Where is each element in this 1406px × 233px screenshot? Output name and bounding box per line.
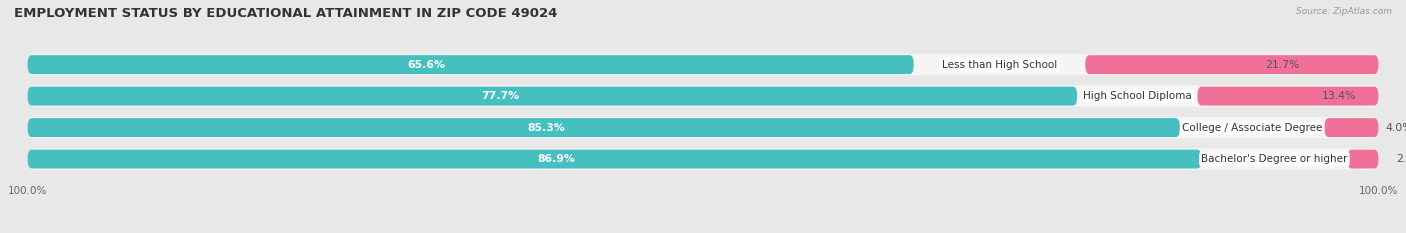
FancyBboxPatch shape bbox=[28, 148, 1378, 170]
Text: College / Associate Degree: College / Associate Degree bbox=[1182, 123, 1322, 133]
Text: Source: ZipAtlas.com: Source: ZipAtlas.com bbox=[1296, 7, 1392, 16]
Text: Less than High School: Less than High School bbox=[942, 60, 1057, 70]
Text: 77.7%: 77.7% bbox=[481, 91, 519, 101]
Text: EMPLOYMENT STATUS BY EDUCATIONAL ATTAINMENT IN ZIP CODE 49024: EMPLOYMENT STATUS BY EDUCATIONAL ATTAINM… bbox=[14, 7, 557, 20]
Text: 86.9%: 86.9% bbox=[537, 154, 575, 164]
Text: Bachelor's Degree or higher: Bachelor's Degree or higher bbox=[1201, 154, 1347, 164]
FancyBboxPatch shape bbox=[1324, 118, 1378, 137]
FancyBboxPatch shape bbox=[28, 85, 1378, 107]
FancyBboxPatch shape bbox=[28, 55, 914, 74]
FancyBboxPatch shape bbox=[1347, 150, 1378, 168]
Text: 2.3%: 2.3% bbox=[1396, 154, 1406, 164]
FancyBboxPatch shape bbox=[1198, 87, 1378, 106]
Text: 13.4%: 13.4% bbox=[1322, 91, 1355, 101]
FancyBboxPatch shape bbox=[28, 87, 1077, 106]
Text: 65.6%: 65.6% bbox=[408, 60, 446, 70]
Legend: In Labor Force, Unemployed: In Labor Force, Unemployed bbox=[607, 230, 799, 233]
Text: 4.0%: 4.0% bbox=[1385, 123, 1406, 133]
FancyBboxPatch shape bbox=[28, 54, 1378, 75]
FancyBboxPatch shape bbox=[28, 150, 1202, 168]
FancyBboxPatch shape bbox=[28, 118, 1180, 137]
Text: 21.7%: 21.7% bbox=[1265, 60, 1301, 70]
Text: 85.3%: 85.3% bbox=[527, 123, 565, 133]
FancyBboxPatch shape bbox=[28, 117, 1378, 138]
Text: High School Diploma: High School Diploma bbox=[1083, 91, 1192, 101]
FancyBboxPatch shape bbox=[1085, 55, 1378, 74]
